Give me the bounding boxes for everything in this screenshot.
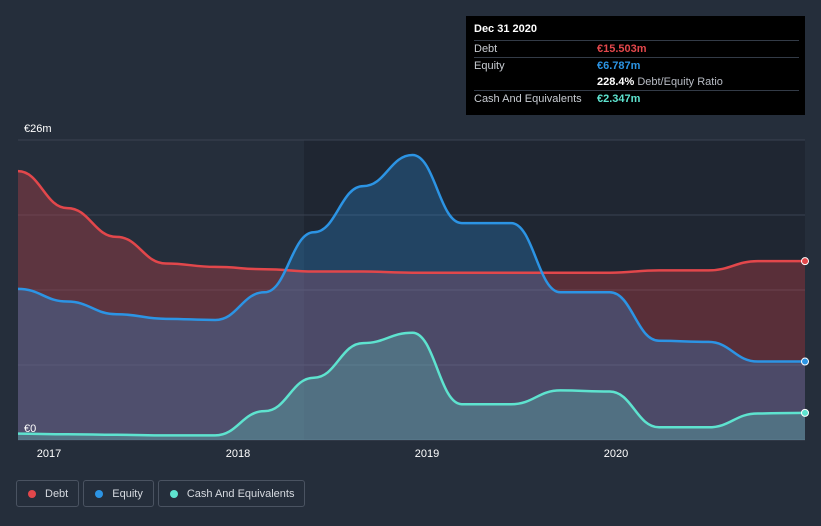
tooltip-date: Dec 31 2020 xyxy=(474,23,537,35)
equity-area xyxy=(18,155,805,440)
tooltip-label xyxy=(474,74,597,90)
legend-item-cash[interactable]: Cash And Equivalents xyxy=(157,480,306,507)
tooltip-row-ratio: 228.4% Debt/Equity Ratio xyxy=(474,74,799,90)
equity-end-marker xyxy=(801,357,809,366)
equity-line xyxy=(17,153,805,363)
x-tick-label: 2020 xyxy=(604,448,628,460)
tooltip-label: Equity xyxy=(474,60,505,72)
legend-item-debt[interactable]: Debt xyxy=(16,480,80,507)
tooltip-panel: Dec 31 2020 Debt €15.503m Equity €6.787m… xyxy=(466,16,805,115)
series-lines xyxy=(17,153,806,437)
end-markers xyxy=(801,257,809,417)
tooltip-ratio-label: Debt/Equity Ratio xyxy=(637,76,723,88)
y-axis-bottom-label: €0 xyxy=(24,423,36,435)
cash-line xyxy=(17,331,806,437)
legend-dot-icon xyxy=(169,489,178,498)
tooltip-label: Cash And Equivalents xyxy=(474,93,582,105)
tooltip-row-equity: Equity €6.787m xyxy=(474,57,799,74)
tooltip-value: €15.503m xyxy=(597,43,647,55)
tooltip-value: €6.787m xyxy=(597,60,641,72)
series-areas xyxy=(18,155,805,440)
tooltip-row-cash: Cash And Equivalents €2.347m xyxy=(474,90,799,107)
x-tick-label: 2019 xyxy=(415,448,439,460)
legend-dot-icon xyxy=(95,489,104,498)
legend-item-equity[interactable]: Equity xyxy=(83,480,154,507)
grid-lines xyxy=(18,139,805,441)
cash-end-marker xyxy=(801,408,809,417)
tooltip-row-debt: Debt €15.503m xyxy=(474,40,799,57)
cash-area xyxy=(18,332,805,440)
tooltip-value: €2.347m xyxy=(597,93,641,105)
tooltip-value: 228.4% xyxy=(597,76,635,88)
legend: Debt Equity Cash And Equivalents xyxy=(16,480,309,507)
legend-label: Equity xyxy=(112,487,143,500)
legend-label: Cash And Equivalents xyxy=(186,487,295,500)
x-tick-label: 2018 xyxy=(226,448,250,460)
x-axis-ticks: 2017 2018 2019 2020 xyxy=(37,448,628,460)
debt-end-marker xyxy=(801,257,809,266)
debt-area xyxy=(18,171,805,440)
legend-dot-icon xyxy=(28,489,36,498)
legend-label: Debt xyxy=(45,487,69,500)
tooltip-label: Debt xyxy=(474,43,498,55)
debt-line xyxy=(17,169,805,274)
x-tick-label: 2017 xyxy=(37,448,61,460)
y-axis-top-label: €26m xyxy=(24,123,52,135)
